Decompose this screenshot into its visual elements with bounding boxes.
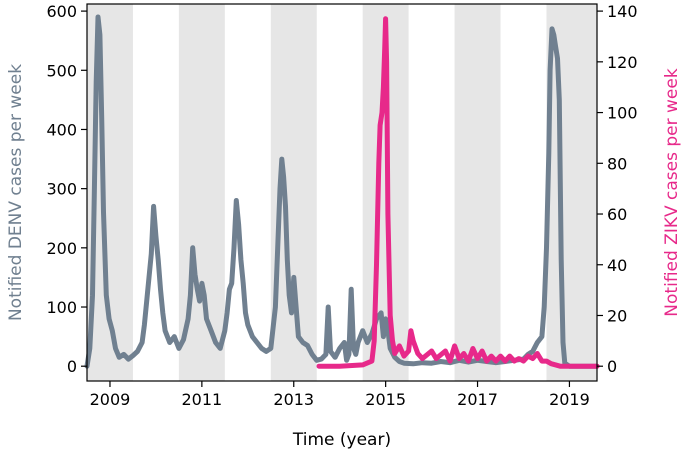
left-y-tick-label-4: 400 [46, 120, 77, 139]
right-y-tick-label-2: 40 [607, 256, 627, 275]
left-y-tick-label-5: 500 [46, 61, 77, 80]
right-y-tick-label-6: 120 [607, 53, 638, 72]
shaded-band-5 [546, 4, 597, 381]
right-y-tick-label-3: 60 [607, 205, 627, 224]
right-y-tick-label-0: 0 [607, 357, 617, 376]
x-tick-label-2: 2013 [273, 390, 314, 409]
series-lines [84, 14, 600, 369]
left-y-axis-title: Notified DENV cases per week [6, 64, 26, 321]
shaded-band-4 [454, 4, 501, 381]
x-axis: 2009 2011 2013 2015 2017 2019 [90, 381, 590, 409]
right-y-tick-label-1: 20 [607, 306, 627, 325]
x-tick-label-0: 2009 [90, 390, 131, 409]
x-tick-label-5: 2019 [549, 390, 590, 409]
right-y-tick-label-4: 80 [607, 154, 627, 173]
x-tick-label-1: 2011 [182, 390, 223, 409]
left-y-tick-label-3: 300 [46, 180, 77, 199]
x-tick-label-3: 2015 [365, 390, 406, 409]
right-y-axis-title: Notified ZIKV cases per week [662, 68, 682, 317]
left-y-tick-label-2: 200 [46, 239, 77, 258]
x-tick-label-4: 2017 [457, 390, 498, 409]
series-line-1 [316, 16, 600, 369]
series-line-0 [84, 14, 600, 369]
right-y-axis: 0 20 40 60 80 100 120 140 [597, 2, 638, 376]
plot-frame [86, 3, 598, 382]
left-y-tick-label-6: 600 [46, 2, 77, 21]
right-y-tick-label-7: 140 [607, 2, 638, 21]
right-y-tick-label-5: 100 [607, 104, 638, 123]
x-axis-title: Time (year) [292, 430, 391, 450]
left-y-tick-label-0: 0 [67, 357, 77, 376]
left-y-axis: 0 100 200 300 400 500 600 [46, 2, 87, 376]
left-y-tick-label-1: 100 [46, 298, 77, 317]
